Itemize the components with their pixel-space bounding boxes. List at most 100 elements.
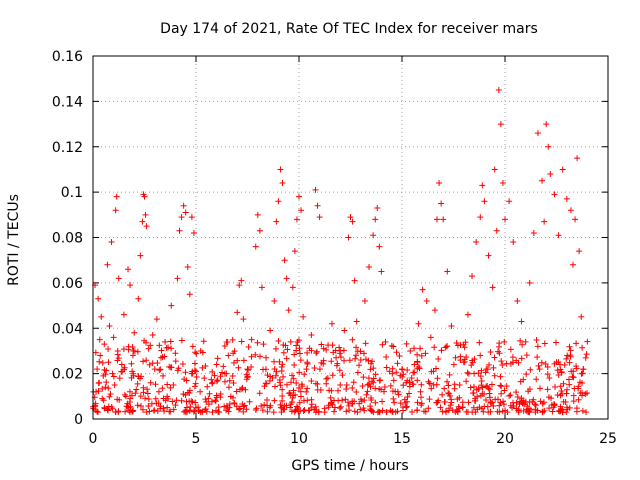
data-point [221,378,228,385]
data-point [573,408,580,415]
data-point [339,372,346,379]
data-point [231,359,238,366]
data-point [470,383,477,390]
data-point [357,348,364,355]
data-point [135,295,142,302]
data-point [254,211,261,218]
data-point [470,390,477,397]
data-point [414,351,421,358]
data-point [418,394,425,401]
data-point [509,354,516,361]
data-point [303,366,310,373]
data-point [579,370,586,377]
data-point [110,373,117,380]
data-point [308,404,315,411]
data-point [96,336,103,343]
data-point [353,318,360,325]
data-point [368,360,375,367]
data-point [147,342,154,349]
data-point [500,398,507,405]
data-point [491,372,498,379]
data-point [395,391,402,398]
data-point [295,385,302,392]
data-point [370,379,377,386]
data-point [408,375,415,382]
data-point [479,384,486,391]
data-point [433,365,440,372]
data-point [328,320,335,327]
data-point [542,360,549,367]
data-point [415,320,422,327]
data-point [267,327,274,334]
data-point [400,382,407,389]
data-point [213,392,220,399]
data-point [208,398,215,405]
data-point [264,396,271,403]
data-point [410,369,417,376]
data-point [370,232,377,239]
data-point [546,374,553,381]
data-point [328,358,335,365]
data-point [353,388,360,395]
data-point [221,370,228,377]
data-point [178,337,185,344]
data-point [151,366,158,373]
data-point [336,344,343,351]
data-point [543,121,550,128]
data-point [142,395,149,402]
data-point [172,402,179,409]
data-point [442,344,449,351]
data-point [162,338,169,345]
data-point [503,360,510,367]
data-point [481,198,488,205]
data-point [188,214,195,221]
data-point [367,395,374,402]
data-point [383,364,390,371]
data-point [221,343,228,350]
data-point [92,349,99,356]
data-point [114,347,121,354]
data-point [475,385,482,392]
data-point [349,218,356,225]
data-point [541,218,548,225]
data-point [213,361,220,368]
data-point [191,367,198,374]
data-point [479,182,486,189]
data-point [537,398,544,405]
x-tick-label: 10 [290,431,308,447]
data-point [296,350,303,357]
data-point [531,401,538,408]
data-point [157,366,164,373]
data-point [345,399,352,406]
data-point [582,391,589,398]
data-point [434,399,441,406]
data-point [219,369,226,376]
data-point [316,366,323,373]
data-point [507,392,514,399]
data-point [154,408,161,415]
x-tick-label: 0 [89,431,98,447]
data-point [400,371,407,378]
data-point [271,358,278,365]
data-point [410,381,417,388]
data-point [164,393,171,400]
data-point [188,398,195,405]
data-point [516,398,523,405]
data-point [278,368,285,375]
data-point [144,390,151,397]
data-point [403,403,410,410]
data-point [374,205,381,212]
data-point [234,357,241,364]
data-point [192,399,199,406]
data-point [112,207,119,214]
data-point [130,407,137,414]
data-point [203,398,210,405]
data-point [414,399,421,406]
data-point [569,373,576,380]
data-point [409,409,416,416]
data-point [559,390,566,397]
data-point [289,284,296,291]
data-point [501,387,508,394]
data-point [382,338,389,345]
data-point [134,402,141,409]
